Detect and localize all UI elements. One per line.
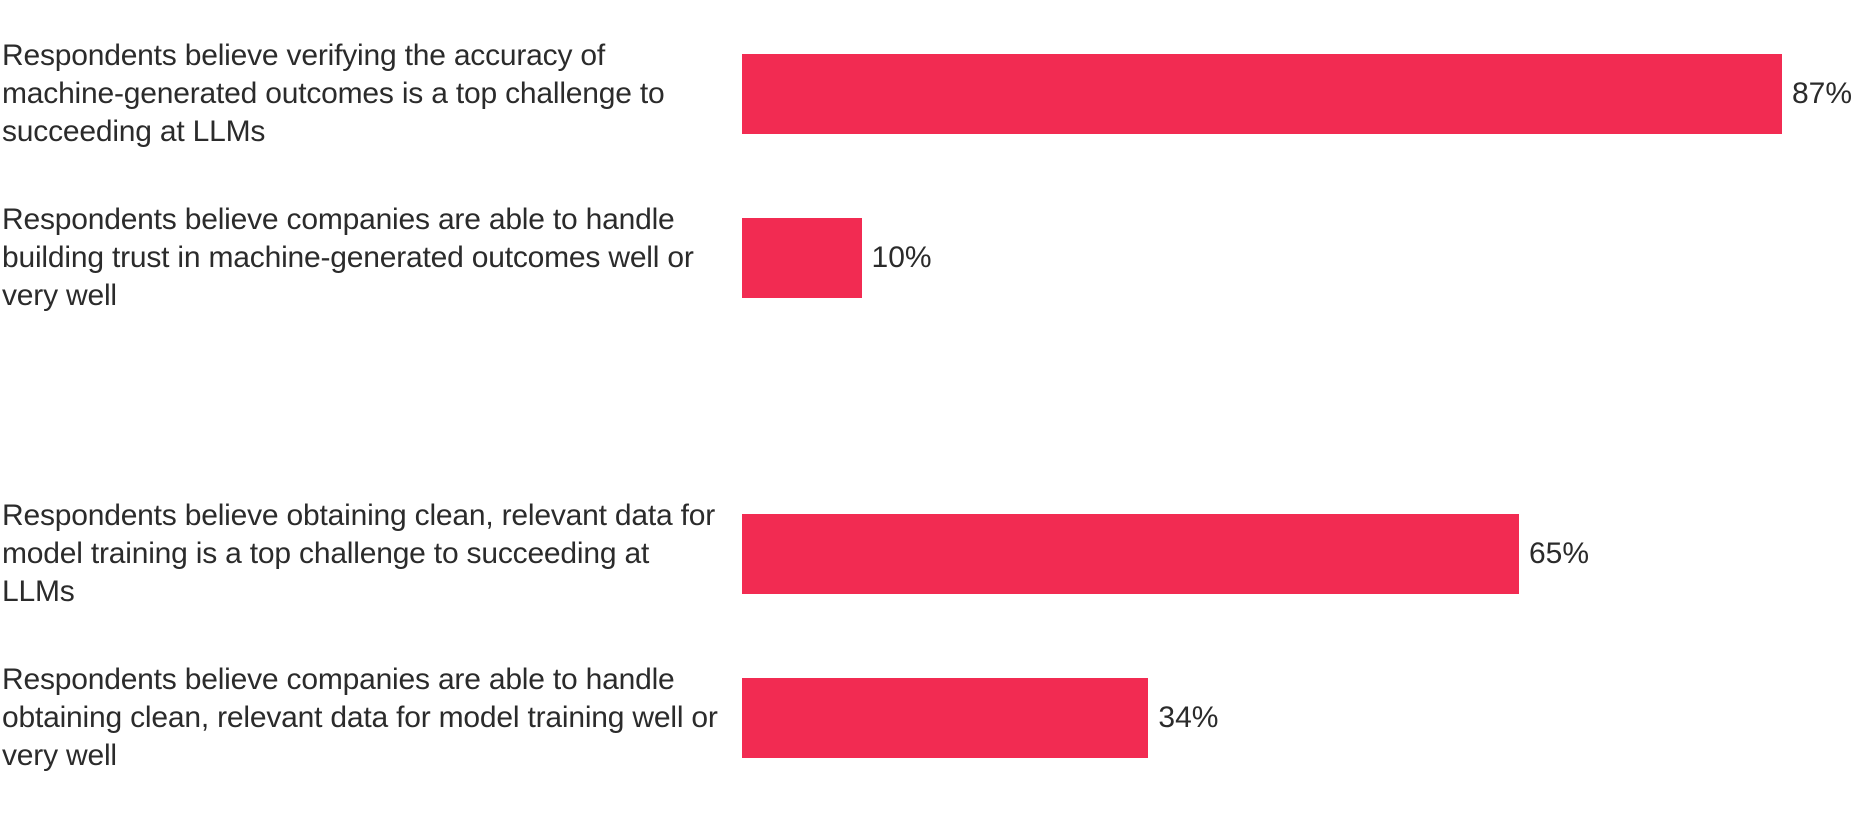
value-label: 10% <box>871 241 932 274</box>
value-label: 34% <box>1158 701 1219 734</box>
bar-row: Respondents believe companies are able t… <box>0 203 1860 312</box>
bar <box>742 514 1519 594</box>
category-label: Respondents believe companies are able t… <box>2 663 718 772</box>
bar <box>742 678 1149 758</box>
bar <box>742 218 862 298</box>
category-label: Respondents believe verifying the accura… <box>2 39 665 148</box>
value-label: 65% <box>1529 537 1590 570</box>
value-label: 87% <box>1792 77 1853 110</box>
bar-row: Respondents believe companies are able t… <box>0 663 1860 772</box>
category-label: Respondents believe obtaining clean, rel… <box>2 499 716 608</box>
bar <box>742 54 1782 134</box>
bar-row: Respondents believe verifying the accura… <box>0 39 1860 148</box>
bar-row: Respondents believe obtaining clean, rel… <box>0 499 1860 608</box>
category-label: Respondents believe companies are able t… <box>2 203 694 312</box>
